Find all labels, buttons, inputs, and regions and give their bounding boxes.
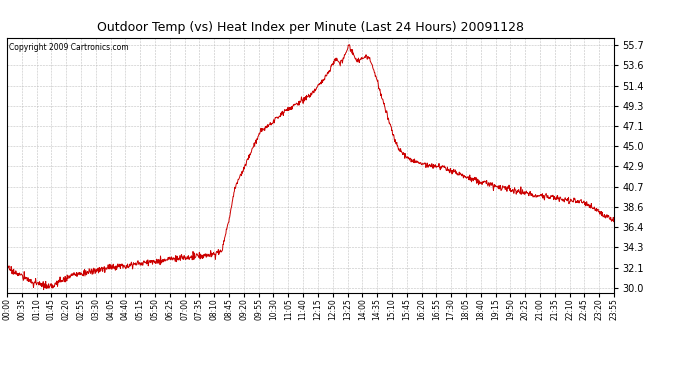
Text: Copyright 2009 Cartronics.com: Copyright 2009 Cartronics.com: [9, 43, 128, 52]
Title: Outdoor Temp (vs) Heat Index per Minute (Last 24 Hours) 20091128: Outdoor Temp (vs) Heat Index per Minute …: [97, 21, 524, 33]
